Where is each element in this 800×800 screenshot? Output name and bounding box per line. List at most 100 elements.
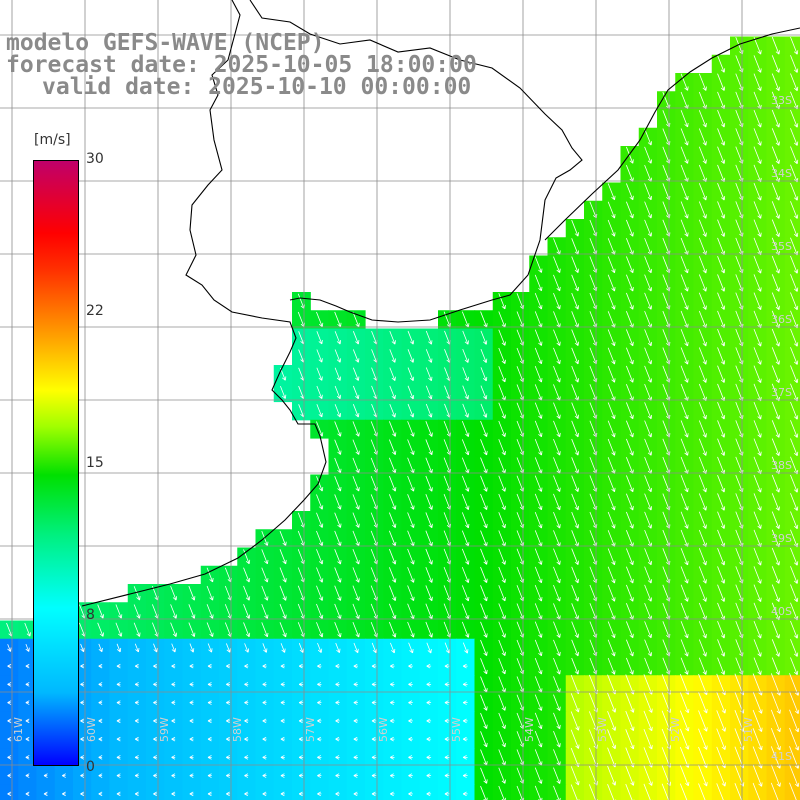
wind-arrow	[753, 639, 762, 657]
wind-arrow	[534, 439, 543, 456]
wind-arrow	[717, 347, 726, 365]
wind-arrow	[753, 365, 762, 383]
wind-arrow	[498, 712, 506, 730]
wind-arrow	[570, 766, 580, 786]
wind-arrow	[335, 773, 340, 778]
wind-arrow	[698, 692, 708, 714]
wind-arrow	[607, 365, 616, 383]
wind-arrow	[534, 694, 543, 711]
wind-arrow	[334, 367, 342, 381]
wind-arrow	[644, 657, 653, 675]
wind-arrow	[717, 621, 726, 639]
wind-arrow	[334, 331, 342, 345]
wind-arrow	[116, 755, 121, 760]
wind-arrow	[752, 764, 763, 787]
wind-arrow	[171, 755, 176, 760]
wind-arrow	[7, 736, 12, 742]
wind-arrow	[771, 328, 780, 347]
wind-arrow	[317, 718, 322, 724]
wind-arrow	[607, 729, 617, 750]
wind-arrow	[334, 476, 342, 492]
wind-arrow	[425, 494, 433, 510]
wind-arrow	[626, 201, 634, 219]
wind-arrow	[770, 709, 781, 733]
wind-arrow	[462, 403, 469, 418]
wind-arrow	[226, 736, 231, 742]
wind-arrow	[389, 421, 397, 437]
wind-arrow	[226, 700, 231, 705]
wind-arrow	[498, 639, 506, 657]
wind-arrow	[280, 700, 285, 705]
wind-arrow	[408, 791, 413, 797]
wind-cell	[784, 711, 800, 731]
wind-arrow	[643, 692, 653, 713]
wind-arrow	[698, 765, 708, 787]
wind-arrow	[553, 621, 561, 638]
wind-arrow	[80, 643, 85, 653]
wind-arrow	[680, 146, 689, 164]
wind-arrow	[644, 146, 653, 164]
wind-arrow	[790, 365, 799, 384]
wind-arrow	[335, 663, 340, 669]
wind-arrow	[753, 73, 762, 91]
wind-arrow	[334, 530, 342, 547]
wind-arrow	[316, 367, 323, 381]
wind-arrow	[371, 736, 377, 742]
wind-arrow	[698, 621, 707, 639]
wind-arrow	[480, 585, 488, 602]
wind-arrow	[644, 420, 653, 438]
wind-arrow	[626, 420, 634, 438]
wind-arrow	[262, 736, 267, 742]
wind-arrow	[626, 256, 634, 274]
wind-arrow	[753, 493, 762, 511]
wind-arrow	[153, 718, 158, 724]
wind-arrow	[626, 639, 634, 657]
wind-arrow	[680, 402, 689, 420]
wind-arrow	[790, 219, 799, 238]
lon-label: 54W	[523, 717, 536, 742]
wind-arrow	[133, 622, 141, 637]
wind-arrow	[7, 644, 12, 652]
wind-arrow	[461, 585, 470, 602]
wind-arrow	[717, 55, 726, 73]
wind-arrow	[644, 219, 653, 237]
wind-arrow	[461, 512, 470, 529]
wind-arrow	[644, 438, 653, 456]
wind-arrow	[352, 331, 360, 345]
wind-arrow	[426, 773, 432, 778]
wind-arrow	[134, 773, 139, 778]
wind-arrow	[98, 755, 103, 760]
wind-arrow	[171, 791, 176, 797]
wind-arrow	[790, 511, 799, 530]
wind-arrow	[352, 494, 360, 510]
wind-arrow	[790, 109, 799, 128]
wind-arrow	[498, 475, 506, 492]
wind-arrow	[408, 700, 413, 705]
wind-arrow	[280, 718, 285, 724]
wind-arrow	[571, 639, 579, 657]
wind-arrow	[335, 700, 340, 705]
wind-cell	[766, 784, 786, 800]
wind-cell	[748, 784, 768, 800]
wind-arrow	[790, 73, 799, 92]
wind-arrow	[462, 791, 468, 797]
wind-arrow	[426, 791, 432, 797]
wind-arrow	[680, 128, 689, 146]
wind-arrow	[680, 639, 689, 657]
wind-arrow	[717, 274, 726, 292]
wind-arrow	[698, 438, 707, 456]
wind-arrow	[534, 420, 543, 438]
wind-arrow	[626, 292, 634, 310]
wind-arrow	[353, 700, 358, 705]
wind-arrow	[133, 586, 141, 601]
wind-arrow	[680, 566, 689, 584]
wind-arrow	[717, 420, 726, 438]
wind-arrow	[408, 682, 413, 687]
wind-arrow	[717, 639, 726, 657]
wind-arrow	[334, 622, 342, 638]
wind-arrow	[571, 347, 579, 365]
wind-arrow	[626, 347, 634, 365]
wind-arrow	[334, 421, 342, 437]
wind-arrow	[262, 791, 267, 797]
